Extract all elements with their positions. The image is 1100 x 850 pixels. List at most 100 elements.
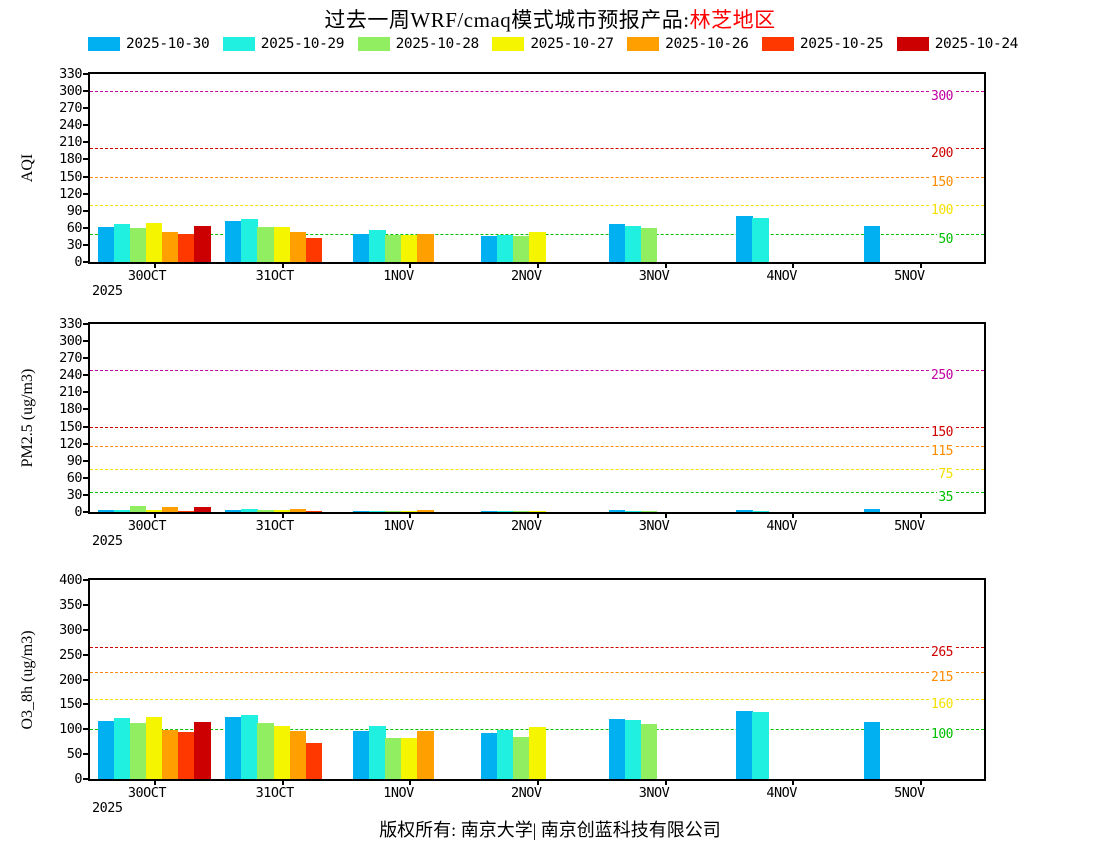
bar: [193, 507, 211, 512]
x-tick-mark: [537, 512, 539, 518]
bar: [369, 230, 386, 262]
bar: [496, 730, 514, 779]
bar: [752, 217, 769, 262]
y-tick-label: 120: [59, 435, 82, 452]
x-axis-year-label: 2025: [92, 533, 123, 549]
bar: [289, 509, 307, 512]
bar: [736, 216, 753, 262]
bar: [624, 226, 642, 262]
bar: [512, 510, 530, 512]
threshold-label: 75: [937, 467, 954, 483]
bar: [113, 224, 131, 262]
bar: [113, 510, 131, 512]
y-tick-label: 270: [59, 350, 82, 367]
bar: [624, 510, 642, 512]
y-tick-label: 60: [66, 219, 83, 236]
threshold-line: [90, 426, 984, 428]
bar: [193, 721, 211, 779]
legend-swatch: [88, 37, 120, 51]
y-tick-label: 200: [59, 671, 82, 688]
threshold-label: 150: [930, 174, 954, 190]
x-tick-label: 2NOV: [511, 518, 542, 534]
legend: 2025-10-30 2025-10-29 2025-10-28 2025-10-27…: [88, 36, 1018, 52]
y-tick-label: 30: [66, 236, 83, 253]
y-tick-mark: [83, 357, 88, 360]
bar: [528, 727, 546, 779]
x-tick-label: 3NOV: [638, 268, 670, 284]
x-tick-label: 5NOV: [894, 518, 925, 534]
y-tick-label: 250: [59, 646, 82, 663]
bar: [496, 510, 514, 512]
y-tick-mark: [83, 728, 88, 731]
y-tick-label: 0: [74, 771, 82, 787]
legend-label: 2025-10-27: [530, 36, 614, 52]
legend-item: 2025-10-25: [761, 36, 884, 52]
legend-item: 2025-10-27: [492, 36, 614, 52]
threshold-line: [90, 176, 984, 178]
bar: [369, 725, 386, 779]
y-tick-mark: [83, 603, 88, 606]
y-tick-label: 210: [59, 134, 82, 151]
y-tick-label: 240: [59, 117, 82, 134]
bar: [480, 235, 498, 262]
x-tick-mark: [920, 779, 923, 785]
y-tick-mark: [83, 141, 88, 144]
bar: [305, 238, 323, 262]
x-tick-label: 31OCT: [255, 518, 295, 534]
bar: [752, 510, 769, 512]
bar: [145, 717, 163, 779]
bar: [736, 510, 753, 512]
bar: [417, 731, 434, 779]
threshold-label: 215: [930, 670, 954, 686]
y-axis-label: AQI: [19, 153, 36, 183]
bar: [97, 510, 115, 512]
x-tick-label: 4NOV: [766, 518, 797, 534]
y-tick-mark: [83, 261, 88, 263]
bar: [512, 236, 530, 262]
legend-label: 2025-10-30: [126, 36, 210, 52]
bar: [480, 510, 498, 512]
bar: [385, 510, 402, 512]
plot-area: 35 75 115 150 250: [88, 322, 986, 514]
y-tick-mark: [83, 408, 88, 411]
y-tick-mark: [83, 442, 88, 445]
bar: [257, 509, 275, 512]
y-axis-label: PM2.5 (ug/m3): [19, 368, 36, 468]
bar: [640, 510, 658, 512]
x-tick-label: 4NOV: [766, 268, 797, 284]
x-tick-mark: [281, 779, 284, 785]
y-tick-mark: [83, 73, 88, 75]
y-tick-label: 330: [59, 66, 82, 82]
x-tick-label: 2NOV: [511, 268, 542, 284]
threshold-label: 50: [937, 231, 954, 247]
bar: [113, 718, 131, 779]
bar: [305, 510, 323, 512]
x-tick-mark: [792, 779, 795, 785]
bar: [225, 220, 242, 262]
x-tick-mark: [664, 512, 667, 518]
threshold-label: 115: [930, 444, 954, 460]
threshold-line: [90, 699, 984, 701]
x-tick-label: 1NOV: [383, 268, 414, 284]
y-tick-mark: [83, 778, 88, 780]
y-tick-mark: [83, 653, 88, 656]
legend-swatch: [627, 37, 660, 51]
y-tick-label: 50: [66, 746, 83, 763]
bar: [353, 233, 370, 262]
threshold-label: 160: [930, 697, 954, 713]
bar: [97, 720, 115, 779]
x-tick-mark: [409, 779, 412, 785]
y-tick-mark: [83, 90, 88, 93]
x-tick-mark: [792, 262, 795, 268]
legend-label: 2025-10-29: [260, 36, 345, 52]
bar: [193, 226, 211, 262]
y-tick-label: 180: [59, 151, 82, 168]
y-tick-label: 240: [59, 367, 82, 384]
y-tick-label: 150: [59, 168, 82, 185]
bar: [145, 509, 163, 512]
bar: [161, 729, 179, 779]
bar: [640, 228, 658, 262]
bar: [528, 231, 546, 262]
